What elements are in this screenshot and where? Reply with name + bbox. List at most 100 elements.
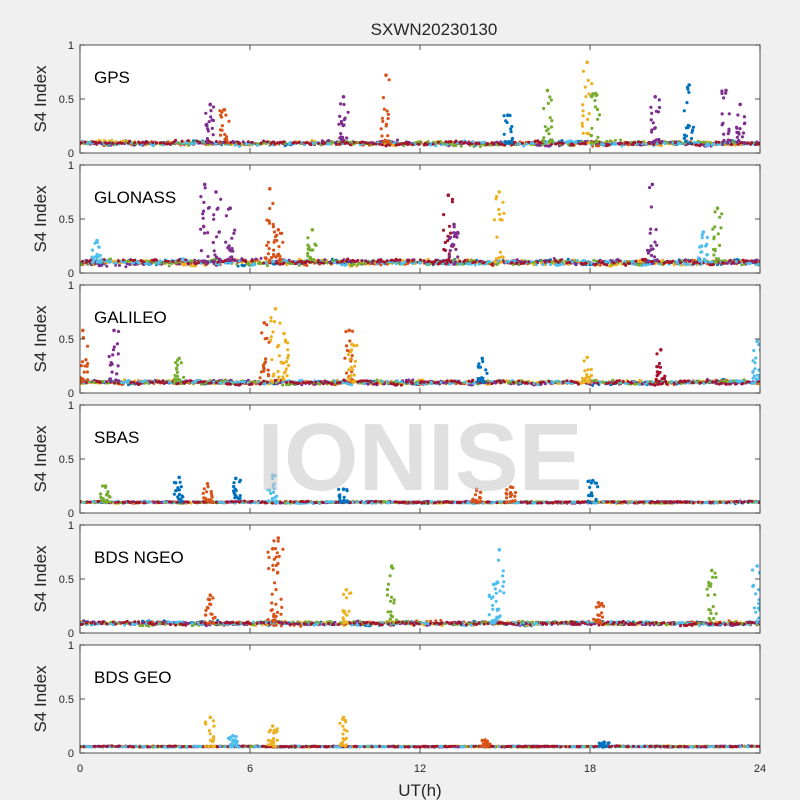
data-point xyxy=(486,379,490,383)
data-point xyxy=(193,258,197,262)
data-point xyxy=(86,362,90,366)
data-point xyxy=(482,140,486,144)
data-point xyxy=(619,138,623,142)
data-point xyxy=(454,143,458,147)
data-point xyxy=(685,101,689,105)
data-point xyxy=(561,380,565,384)
data-point xyxy=(730,379,733,383)
data-point xyxy=(591,379,595,383)
data-point xyxy=(712,142,716,146)
data-point xyxy=(498,212,502,216)
data-point xyxy=(90,248,95,252)
data-point xyxy=(541,263,545,267)
y-axis-label: S4 Index xyxy=(31,305,50,373)
data-point xyxy=(425,143,429,147)
data-point xyxy=(291,260,295,264)
data-point xyxy=(343,356,347,360)
data-point xyxy=(97,245,101,249)
data-point xyxy=(129,380,133,384)
data-point xyxy=(227,244,231,248)
data-point xyxy=(480,356,485,361)
data-point xyxy=(224,240,228,244)
data-point xyxy=(287,258,291,262)
data-point xyxy=(125,381,129,385)
data-point xyxy=(211,105,216,109)
data-point xyxy=(292,140,296,144)
data-point xyxy=(473,263,477,267)
data-point xyxy=(399,262,403,266)
data-point xyxy=(742,115,747,119)
data-point xyxy=(583,369,587,373)
data-point xyxy=(587,112,591,116)
data-point xyxy=(279,360,283,364)
data-point xyxy=(273,235,278,239)
data-point xyxy=(394,143,398,147)
data-point xyxy=(201,212,205,216)
data-point xyxy=(266,368,270,372)
data-point xyxy=(385,259,389,263)
data-point xyxy=(411,378,415,382)
data-point xyxy=(651,121,655,125)
data-point xyxy=(418,261,422,265)
data-point xyxy=(371,142,375,146)
data-point xyxy=(121,258,125,262)
data-point xyxy=(259,256,263,260)
data-point xyxy=(380,380,384,383)
data-point xyxy=(205,137,209,141)
data-point xyxy=(481,379,485,383)
data-point xyxy=(543,382,547,386)
data-point xyxy=(203,231,207,235)
data-point xyxy=(694,381,698,385)
data-point xyxy=(422,380,426,384)
data-point xyxy=(323,141,327,145)
data-point xyxy=(109,380,113,384)
data-point xyxy=(142,260,146,264)
data-point xyxy=(215,235,219,239)
data-point xyxy=(88,380,92,384)
data-point xyxy=(282,371,286,375)
data-point xyxy=(129,258,133,262)
data-point xyxy=(654,138,659,142)
data-point xyxy=(199,249,203,253)
data-point xyxy=(584,95,588,99)
data-point xyxy=(505,120,509,125)
data-point xyxy=(426,262,430,266)
data-point xyxy=(731,260,735,264)
data-point xyxy=(364,261,368,265)
data-point xyxy=(350,383,354,387)
data-point xyxy=(592,141,596,145)
data-point xyxy=(180,139,184,143)
data-point xyxy=(550,260,554,264)
data-point xyxy=(486,142,490,146)
data-points xyxy=(80,182,760,269)
data-point xyxy=(504,260,508,264)
data-point xyxy=(250,259,254,263)
data-point xyxy=(189,264,193,268)
data-point xyxy=(649,382,653,386)
panel-plot-area xyxy=(80,405,760,513)
data-point xyxy=(319,380,323,384)
data-point xyxy=(190,142,194,145)
data-point xyxy=(436,380,440,384)
data-point xyxy=(121,380,125,384)
data-point xyxy=(529,260,533,264)
data-point xyxy=(341,381,345,385)
data-point xyxy=(316,141,320,145)
data-point xyxy=(705,379,709,383)
data-point xyxy=(107,354,111,359)
data-point xyxy=(143,379,147,383)
data-point xyxy=(515,261,519,265)
data-point xyxy=(341,259,345,263)
data-point xyxy=(593,105,598,109)
data-point xyxy=(696,379,700,383)
data-point xyxy=(684,126,689,130)
data-point xyxy=(342,102,346,107)
data-point xyxy=(342,123,346,127)
data-point xyxy=(271,222,275,226)
data-point xyxy=(586,78,590,82)
data-point xyxy=(680,263,684,267)
data-point xyxy=(509,130,513,134)
data-point xyxy=(297,381,301,385)
data-point xyxy=(455,235,459,239)
